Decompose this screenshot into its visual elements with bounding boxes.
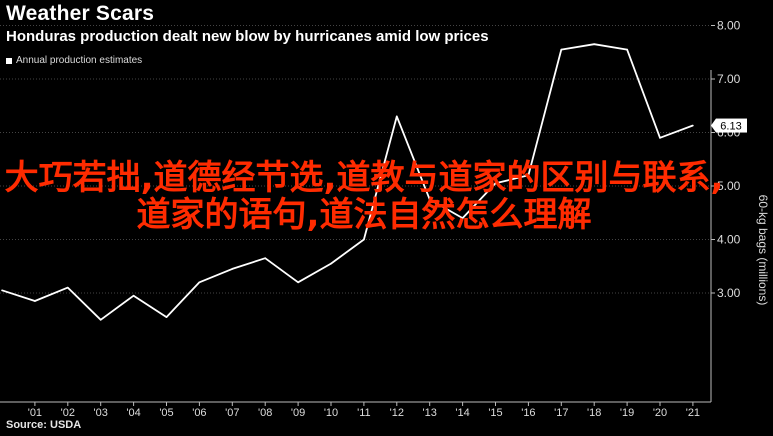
axis-layer [0,25,715,406]
data-point [198,281,201,284]
data-point [297,281,299,284]
production-series-line [1,43,694,321]
data-point [363,238,365,241]
source-note: Source: USDA [6,419,82,431]
overlay-watermark-text: 大巧若拙,道德经节选,道教与道家的区别与联系,道家的语句,道法自然怎么理解 [4,158,724,235]
data-point [330,262,332,265]
last-value-label: 6.13 [720,121,741,133]
y-tick-label: 3.00 [717,286,741,300]
data-point [626,48,628,51]
data-point [165,316,168,318]
data-point [527,174,530,177]
x-tick-label: '19 [620,407,634,419]
x-tick-label: '06 [192,407,206,419]
x-tick-label: '10 [324,407,338,419]
data-point [461,217,464,219]
data-point [99,318,102,321]
series-layer [1,43,694,321]
x-tick-label: '04 [126,407,140,419]
data-point [231,268,234,270]
x-tick-label: '21 [686,407,700,419]
x-tick-label: '18 [587,407,601,419]
data-point [396,115,398,118]
legend-swatch [6,57,12,64]
data-point [692,124,694,127]
x-tick-label: '13 [423,407,437,419]
x-tick-label: '14 [455,407,469,419]
last-value-pointer [711,118,716,133]
data-point [34,300,36,302]
x-tick-label: '07 [225,407,239,419]
x-tick-label: '05 [159,407,173,419]
legend-label: Annual production estimates [16,55,143,66]
data-point [1,289,3,292]
x-tick-label: '12 [390,407,404,419]
x-tick-label: '11 [357,407,371,419]
x-tick-label: '16 [521,407,535,419]
y-tick-label: 7.00 [717,72,741,86]
legend: Annual production estimates [6,55,142,66]
x-tick-label: '09 [291,407,305,419]
y-tick-label: 4.00 [717,233,741,247]
data-point [428,198,431,201]
data-point [593,43,595,46]
x-tick-label: '02 [61,407,75,419]
label-layer: 3.004.005.006.007.008.00'01'02'03'04'05'… [28,19,747,419]
data-point [67,286,69,289]
x-tick-label: '03 [94,407,108,419]
data-point [132,294,135,297]
y-tick-label: 8.00 [717,19,741,33]
x-tick-label: '17 [554,407,568,419]
data-point [560,48,563,51]
chart-headline: Honduras production dealt new blow by hu… [6,28,489,45]
x-tick-label: '08 [258,407,272,419]
y-axis-label: 60-kg bags (millions) [756,194,770,306]
data-point [494,182,497,185]
chart-brand-title: Weather Scars [6,2,155,25]
data-point [264,257,267,260]
y-tick-label: 5.00 [717,179,741,193]
x-tick-label: '15 [488,407,502,419]
data-point [659,137,661,139]
last-value-box [716,118,747,133]
x-tick-label: '20 [653,407,667,419]
x-tick-label: '01 [28,407,42,419]
